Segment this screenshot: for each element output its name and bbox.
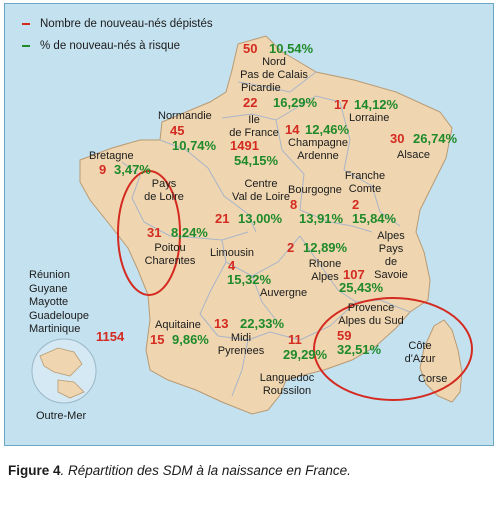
- aquitaine-pct: 9,86%: [172, 333, 209, 347]
- bourgogne-label: Bourgogne: [288, 184, 342, 197]
- nord-pct: 10,54%: [269, 42, 313, 56]
- idf-label: Ile de France: [224, 114, 284, 140]
- poitou-label: Poitou Charentes: [137, 242, 203, 268]
- pays-loire-count: 31: [147, 226, 161, 240]
- savoie-pct: 25,43%: [339, 281, 383, 295]
- midi-count: 13: [214, 317, 228, 331]
- savoie-label: Alpes Pays de Savoie: [368, 230, 414, 282]
- normandie-count: 45: [170, 124, 184, 138]
- pays-loire-pct: 8,24%: [171, 226, 208, 240]
- outremer-territories: Réunion Guyane Mayotte Guadeloupe Martin…: [29, 269, 89, 337]
- auvergne-count: 2: [287, 241, 294, 255]
- paca-pct: 32,51%: [337, 343, 381, 357]
- champagne-count: 14: [285, 123, 299, 137]
- champagne-pct: 12,46%: [305, 123, 349, 137]
- alsace-label: Alsace: [397, 149, 430, 162]
- midi-pct: 22,33%: [240, 317, 284, 331]
- figure-caption: Figure 4. Répartition des SDM à la naiss…: [8, 463, 351, 478]
- outremer-label: Outre-Mer: [36, 410, 86, 423]
- bretagne-count: 9: [99, 163, 106, 177]
- champagne-label: Champagne Ardenne: [282, 137, 354, 163]
- legend: Nombre de nouveau-nés dépistés % de nouv…: [22, 13, 213, 57]
- auvergne-label: Auvergne: [260, 287, 307, 300]
- centre-pct: 13,00%: [238, 212, 282, 226]
- bretagne-pct: 3,47%: [114, 163, 151, 177]
- alsace-pct: 26,74%: [413, 132, 457, 146]
- picardie-count: 22: [243, 96, 257, 110]
- franche-comte-pct: 15,84%: [352, 212, 396, 226]
- figure-number: Figure 4: [8, 463, 61, 478]
- legend-newborns-swatch: [22, 23, 30, 25]
- centre-count: 21: [215, 212, 229, 226]
- limousin-pct: 15,32%: [227, 273, 271, 287]
- normandie-label: Normandie: [158, 110, 212, 123]
- idf-pct: 54,15%: [234, 154, 278, 168]
- figure-caption-text: . Répartition des SDM à la naissance en …: [61, 463, 351, 478]
- limousin-count: 4: [228, 259, 235, 273]
- idf-count: 1491: [230, 139, 259, 153]
- legend-risk: % de nouveau-nés à risque: [22, 35, 213, 57]
- aquitaine-count: 15: [150, 333, 164, 347]
- centre-label: Centre Val de Loire: [226, 178, 296, 204]
- picardie-label: Picardie: [241, 82, 281, 95]
- outremer-count: 1154: [96, 330, 124, 344]
- languedoc-pct: 29,29%: [283, 348, 327, 362]
- lorraine-count: 17: [334, 98, 348, 112]
- franche-comte-count: 2: [352, 198, 359, 212]
- outremer-globe: [32, 339, 96, 403]
- normandie-pct: 10,74%: [172, 139, 216, 153]
- cote-azur-label: Côte d'Azur: [402, 340, 438, 366]
- picardie-pct: 16,29%: [273, 96, 317, 110]
- franche-comte-label: Franche Comte: [342, 170, 388, 196]
- lorraine-pct: 14,12%: [354, 98, 398, 112]
- corse-label: Corse: [418, 373, 447, 386]
- bourgogne-count: 8: [290, 198, 297, 212]
- legend-newborns-label: Nombre de nouveau-nés dépistés: [40, 13, 213, 35]
- lorraine-label: Lorraine: [349, 112, 389, 125]
- languedoc-label: Languedoc Roussilon: [252, 372, 322, 398]
- legend-risk-label: % de nouveau-nés à risque: [40, 35, 180, 57]
- languedoc-count: 11: [288, 333, 302, 347]
- legend-risk-swatch: [22, 45, 30, 47]
- aquitaine-label: Aquitaine: [155, 319, 201, 332]
- pays-loire-label: Pays de Loire: [137, 178, 191, 204]
- auvergne-pct: 12,89%: [303, 241, 347, 255]
- paca-label: Provence Alpes du Sud: [326, 302, 416, 328]
- legend-newborns: Nombre de nouveau-nés dépistés: [22, 13, 213, 35]
- nord-label: Nord Pas de Calais: [224, 56, 324, 82]
- bourgogne-pct: 13,91%: [299, 212, 343, 226]
- paca-count: 59: [337, 329, 351, 343]
- midi-label: Midi Pyrenees: [212, 332, 270, 358]
- nord-count: 50: [243, 42, 257, 56]
- alsace-count: 30: [390, 132, 404, 146]
